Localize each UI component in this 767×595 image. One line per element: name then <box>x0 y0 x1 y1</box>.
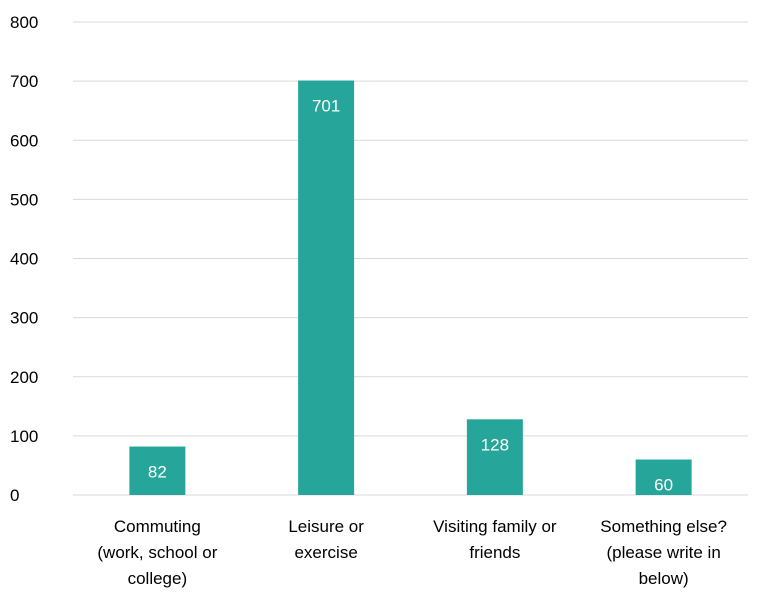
y-tick-label: 0 <box>10 486 19 505</box>
bar <box>635 459 692 495</box>
bar <box>466 419 523 495</box>
y-tick-label: 200 <box>10 368 38 387</box>
category-label: exercise <box>294 543 357 562</box>
y-axis-tick-labels: 0 100 200 300 400 500 600 700 800 <box>10 13 38 505</box>
data-labels: 82 701 128 60 <box>148 97 673 495</box>
data-label: 701 <box>312 97 340 116</box>
x-axis-category-labels: Commuting (work, school or college) Leisure… <box>97 517 727 588</box>
data-label: 128 <box>481 435 509 454</box>
y-tick-label: 500 <box>10 190 38 209</box>
category-label: Leisure or <box>288 517 364 536</box>
y-tick-label: 300 <box>10 309 38 328</box>
y-tick-label: 100 <box>10 427 38 446</box>
y-tick-label: 600 <box>10 131 38 150</box>
category-label: college) <box>128 569 188 588</box>
category-label: (please write in <box>606 543 720 562</box>
category-label: below) <box>639 569 689 588</box>
bar <box>298 80 355 495</box>
y-tick-label: 400 <box>10 250 38 269</box>
category-label: Something else? <box>600 517 727 536</box>
category-label: friends <box>469 543 520 562</box>
category-label: Visiting family or <box>433 517 557 536</box>
gridlines <box>73 21 748 496</box>
bar <box>129 446 186 495</box>
category-label: Commuting <box>114 517 201 536</box>
data-label: 82 <box>148 463 167 482</box>
bars <box>129 80 692 495</box>
data-label: 60 <box>654 476 673 495</box>
y-tick-label: 700 <box>10 72 38 91</box>
y-tick-label: 800 <box>10 13 38 32</box>
category-label: (work, school or <box>97 543 217 562</box>
